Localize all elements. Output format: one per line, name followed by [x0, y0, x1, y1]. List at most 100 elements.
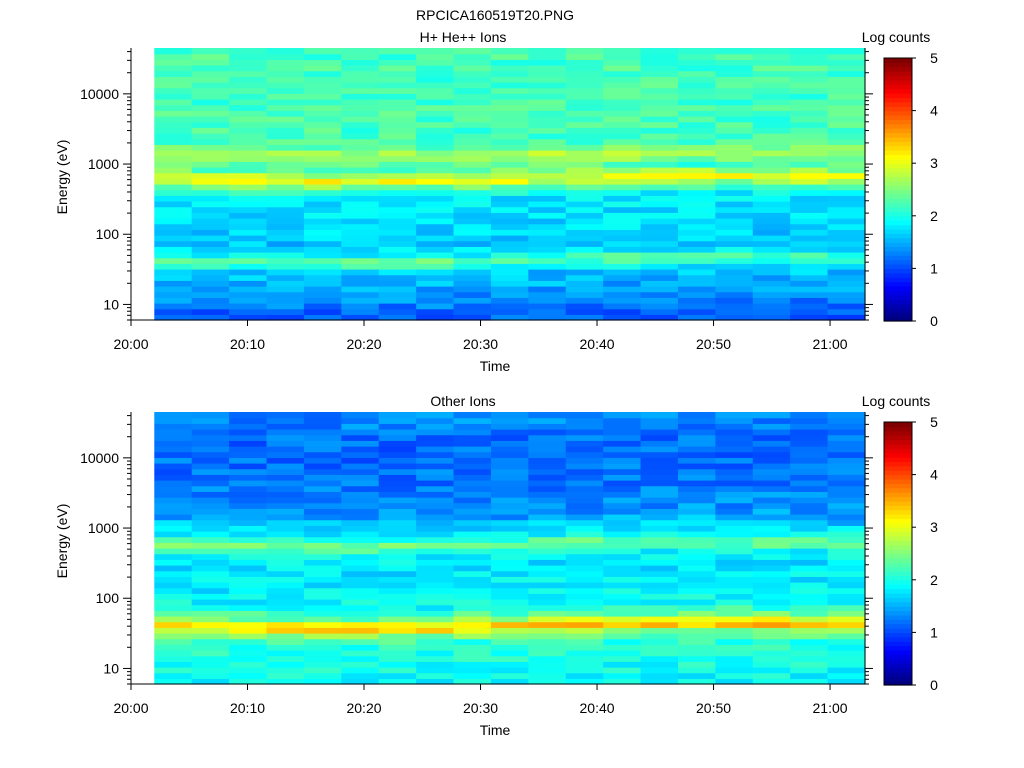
- heatmap-cell: [603, 491, 642, 498]
- heatmap-cell: [677, 542, 716, 549]
- heatmap-cell: [154, 138, 193, 145]
- heatmap-cell: [752, 252, 791, 259]
- heatmap-cell: [453, 263, 492, 270]
- x-tick-label: 20:30: [463, 700, 498, 716]
- heatmap-cell: [416, 559, 455, 566]
- heatmap-cell: [565, 474, 604, 481]
- heatmap-cell: [266, 48, 305, 55]
- heatmap-cell: [229, 593, 268, 600]
- heatmap-cell: [191, 116, 230, 123]
- heatmap-cell: [677, 184, 716, 191]
- heatmap-cell: [715, 616, 754, 623]
- heatmap-cell: [790, 582, 829, 589]
- heatmap-cell: [341, 553, 380, 560]
- heatmap-cell: [378, 59, 417, 66]
- heatmap-cell: [154, 548, 193, 555]
- heatmap-cell: [266, 110, 305, 117]
- heatmap-cell: [640, 116, 679, 123]
- heatmap-cell: [715, 559, 754, 566]
- heatmap-cell: [603, 480, 642, 487]
- heatmap-cell: [752, 502, 791, 509]
- heatmap-cell: [715, 274, 754, 281]
- heatmap-cell: [416, 536, 455, 543]
- colorbar-segment: [884, 492, 912, 498]
- heatmap-cell: [640, 76, 679, 83]
- heatmap-cell: [341, 667, 380, 674]
- heatmap-cell: [154, 263, 193, 270]
- heatmap-cell: [154, 519, 193, 526]
- heatmap-cell: [341, 565, 380, 572]
- heatmap-cell: [266, 412, 305, 419]
- colorbar-label: Log counts: [862, 29, 931, 45]
- heatmap-cell: [640, 457, 679, 464]
- colorbar-segment: [884, 150, 912, 156]
- heatmap-cell: [303, 582, 342, 589]
- heatmap-cell: [640, 627, 679, 634]
- heatmap-cell: [528, 497, 567, 504]
- heatmap-cell: [603, 446, 642, 453]
- heatmap-cell: [341, 474, 380, 481]
- heatmap-cell: [752, 553, 791, 560]
- heatmap-cell: [341, 82, 380, 89]
- heatmap-cell: [827, 314, 866, 321]
- heatmap-cell: [229, 644, 268, 651]
- heatmap-cell: [303, 167, 342, 174]
- heatmap-cell: [453, 116, 492, 123]
- heatmap-cell: [191, 127, 230, 134]
- heatmap-cell: [416, 53, 455, 60]
- heatmap-cell: [677, 474, 716, 481]
- heatmap-cell: [191, 99, 230, 106]
- x-tick-label: 20:40: [580, 336, 615, 352]
- heatmap-cell: [603, 616, 642, 623]
- heatmap-cell: [790, 82, 829, 89]
- heatmap-cell: [528, 531, 567, 538]
- heatmap-cell: [490, 82, 529, 89]
- colorbar-segment: [884, 422, 912, 427]
- heatmap-cell: [416, 82, 455, 89]
- heatmap-cell: [490, 93, 529, 100]
- heatmap-cell: [565, 587, 604, 594]
- heatmap-cell: [453, 542, 492, 549]
- heatmap-cell: [191, 417, 230, 424]
- colorbar-segment: [884, 158, 912, 164]
- heatmap-cell: [677, 434, 716, 441]
- heatmap-cell: [416, 655, 455, 662]
- heatmap-cell: [378, 559, 417, 566]
- heatmap-cell: [154, 650, 193, 657]
- heatmap-cell: [341, 223, 380, 230]
- heatmap-cell: [266, 451, 305, 458]
- heatmap-cell: [790, 127, 829, 134]
- colorbar-segment: [884, 514, 912, 520]
- heatmap-cell: [453, 423, 492, 430]
- heatmap-cell: [303, 201, 342, 208]
- heatmap-cell: [565, 638, 604, 645]
- heatmap-cell: [640, 650, 679, 657]
- heatmap-cell: [603, 206, 642, 213]
- heatmap-cell: [229, 150, 268, 157]
- heatmap-cell: [191, 303, 230, 310]
- heatmap-cell: [266, 161, 305, 168]
- heatmap-cell: [266, 257, 305, 264]
- heatmap-cell: [827, 451, 866, 458]
- heatmap-cell: [603, 655, 642, 662]
- heatmap-cell: [827, 463, 866, 470]
- heatmap-cell: [341, 423, 380, 430]
- heatmap-cell: [416, 70, 455, 77]
- heatmap-cell: [490, 604, 529, 611]
- figure-title: RPCICA160519T20.PNG: [416, 7, 574, 23]
- heatmap-cell: [266, 599, 305, 606]
- heatmap-cell: [341, 440, 380, 447]
- colorbar-segment: [884, 571, 912, 577]
- heatmap-cell: [677, 212, 716, 219]
- heatmap-cell: [453, 235, 492, 242]
- heatmap-cell: [453, 451, 492, 458]
- heatmap-cell: [416, 206, 455, 213]
- heatmap-cell: [453, 76, 492, 83]
- heatmap-cell: [790, 297, 829, 304]
- heatmap-cell: [416, 172, 455, 179]
- heatmap-cell: [565, 655, 604, 662]
- heatmap-cell: [303, 627, 342, 634]
- heatmap-cell: [640, 576, 679, 583]
- heatmap-cell: [453, 297, 492, 304]
- heatmap-cell: [341, 127, 380, 134]
